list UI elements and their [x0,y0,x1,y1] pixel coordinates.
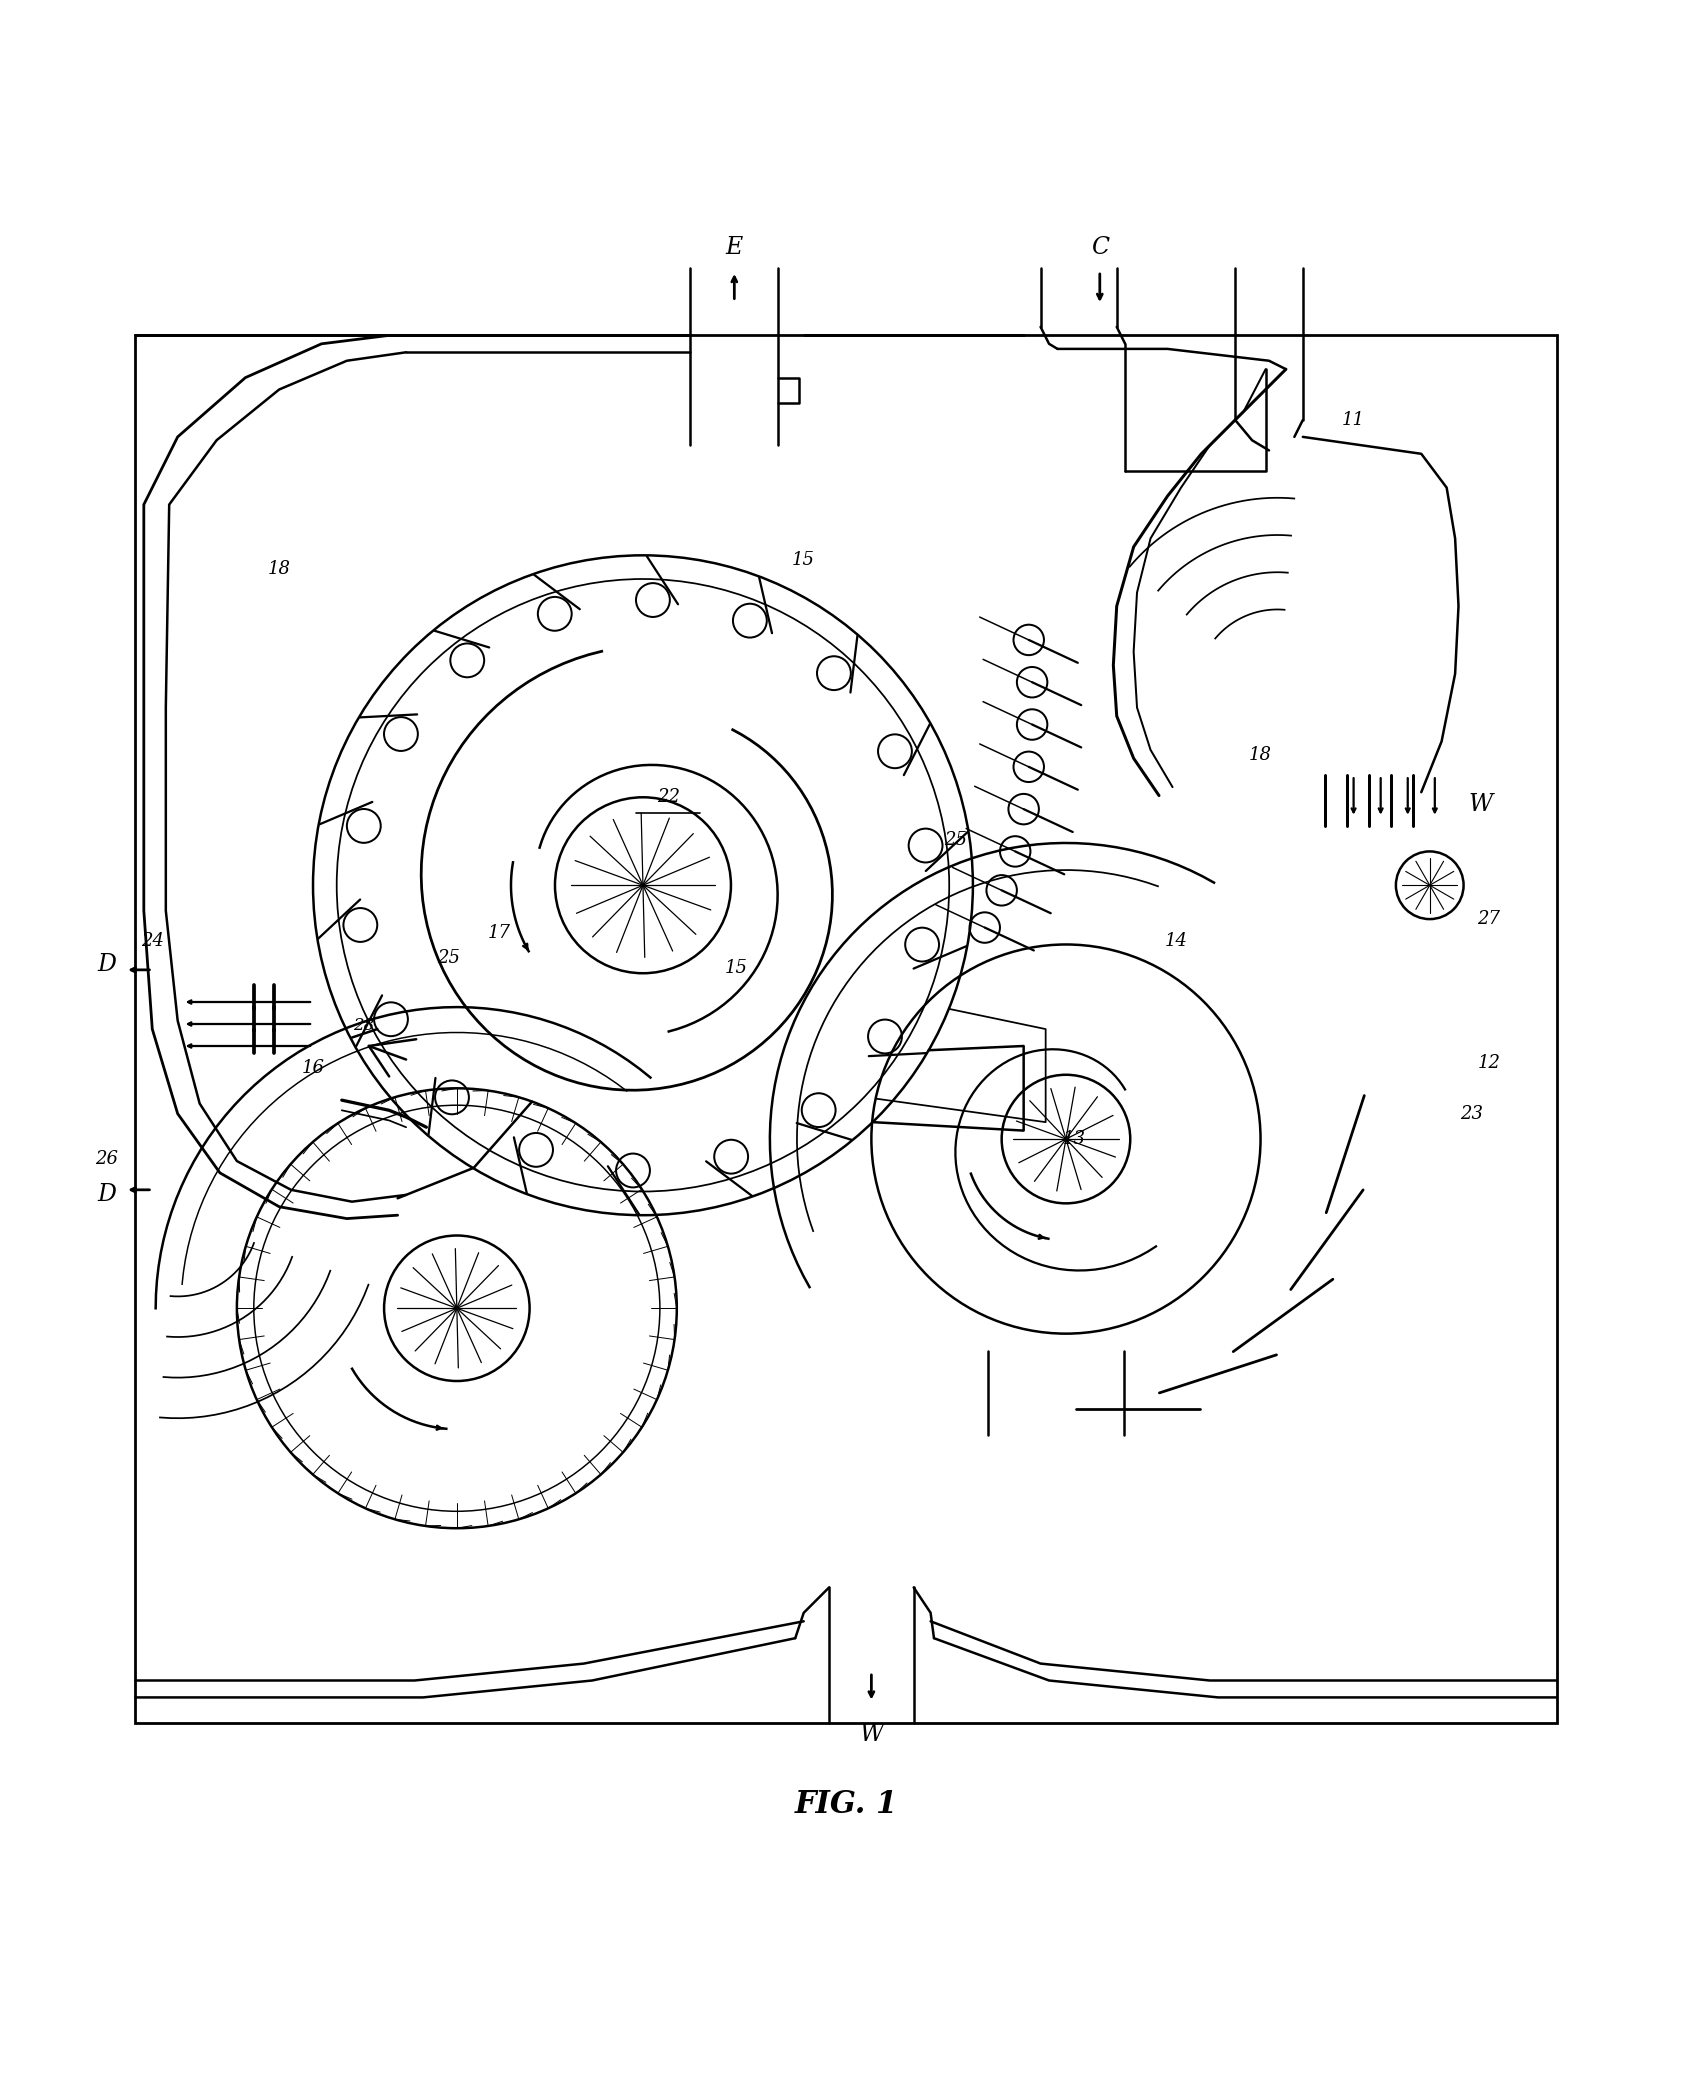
Text: C: C [1091,236,1108,259]
Text: 28: 28 [354,1017,374,1033]
Text: 26: 26 [95,1151,118,1167]
Text: W: W [1469,793,1492,816]
Text: 23: 23 [1460,1105,1484,1123]
Text: D: D [96,954,117,977]
Text: 14: 14 [1164,933,1188,950]
Text: W: W [860,1724,883,1747]
Text: D: D [96,1184,117,1207]
Text: FIG. 1: FIG. 1 [794,1789,898,1820]
Text: 11: 11 [1342,410,1365,429]
Text: E: E [726,236,743,259]
Text: 22: 22 [656,789,680,805]
Text: 25: 25 [437,950,460,967]
Text: 18: 18 [267,561,291,577]
Text: 24: 24 [140,933,164,950]
Text: 17: 17 [487,925,511,941]
Text: 12: 12 [1477,1054,1501,1071]
Text: 13: 13 [1063,1130,1086,1149]
Bar [135,335,1557,1724]
Text: 16: 16 [301,1059,325,1077]
Text: 27: 27 [1477,910,1501,929]
Text: 25: 25 [944,831,968,849]
Text: 15: 15 [792,552,816,569]
Text: 15: 15 [724,958,748,977]
Text: 18: 18 [1249,747,1272,764]
